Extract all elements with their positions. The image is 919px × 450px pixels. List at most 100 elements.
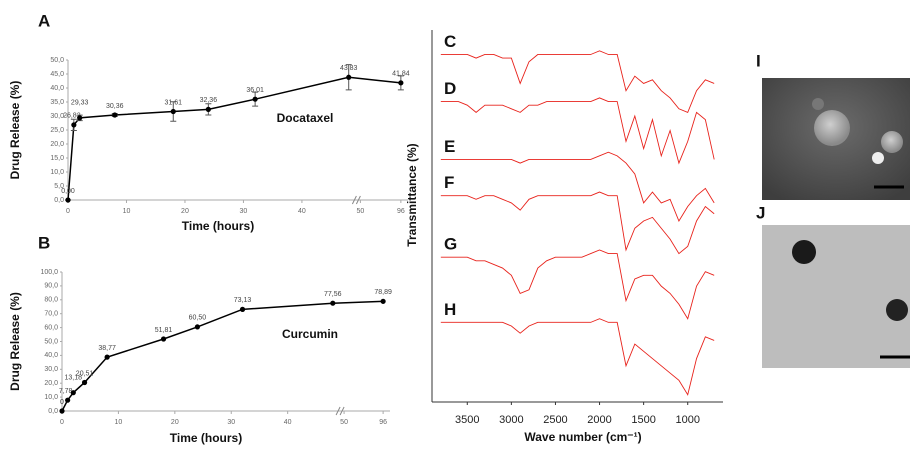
y-tick-label: 90,0: [44, 283, 58, 290]
x-axis-label: Time (hours): [170, 431, 242, 445]
data-label: 29,33: [71, 100, 89, 107]
data-label: 30,36: [106, 103, 124, 110]
x-tick-label: 96: [397, 208, 405, 215]
y-tick-label: 20,0: [44, 380, 58, 387]
image-label: J: [756, 203, 765, 222]
series-label: G: [444, 235, 457, 254]
y-tick-label: 25,0: [50, 127, 64, 134]
y-axis-label: Transmittance (%): [405, 143, 419, 246]
data-label: 36,01: [246, 87, 264, 94]
data-point: [330, 300, 336, 306]
data-label: 77,56: [324, 291, 342, 298]
data-point: [170, 108, 176, 115]
x-axis-label: Wave number (cm⁻¹): [524, 430, 641, 444]
data-label: 0,00: [61, 188, 75, 195]
y-tick-label: 100,0: [40, 269, 58, 276]
data-label: 41,84: [392, 71, 410, 78]
y-tick-label: 30,0: [44, 366, 58, 373]
x-tick-label: 2500: [543, 414, 567, 426]
data-point: [380, 298, 386, 304]
data-label: 0: [60, 399, 64, 406]
x-axis-label: Time (hours): [182, 219, 254, 233]
data-label: 43,83: [340, 65, 358, 72]
axis-break: [335, 406, 345, 416]
annotation: Docataxel: [277, 111, 334, 125]
data-point: [77, 115, 83, 121]
data-point: [194, 324, 200, 330]
spectrum-line: [440, 97, 715, 165]
spectrum-line: [440, 318, 715, 396]
x-tick-label: 1000: [675, 414, 699, 426]
y-tick-label: 15,0: [50, 155, 64, 162]
x-tick-label: 50: [340, 419, 348, 426]
spectrum-line: [440, 191, 715, 255]
data-label: 7,78: [59, 388, 73, 395]
data-label: 73,13: [234, 297, 252, 304]
x-tick-label: 2000: [587, 414, 611, 426]
series-label: C: [444, 32, 456, 51]
axis-break: [351, 195, 361, 205]
data-label: 78,89: [374, 289, 392, 296]
data-line: [67, 76, 401, 201]
data-point: [65, 397, 71, 403]
series-label: E: [444, 137, 455, 156]
x-tick-label: 50: [357, 208, 365, 215]
data-label: 20,51: [76, 370, 94, 377]
y-tick-label: 10,0: [50, 169, 64, 176]
data-point: [65, 197, 71, 203]
data-point: [104, 354, 110, 360]
series-label: D: [444, 79, 456, 98]
panel-label: B: [38, 233, 50, 252]
y-tick-label: 45,0: [50, 71, 64, 78]
y-tick-label: 40,0: [50, 85, 64, 92]
data-point: [239, 306, 246, 312]
y-tick-label: 50,0: [50, 57, 64, 64]
series-label: H: [444, 300, 456, 319]
y-tick-label: 60,0: [44, 324, 58, 331]
x-tick-label: 20: [181, 208, 189, 215]
data-label: 26,82: [63, 113, 81, 120]
data-point: [112, 112, 118, 118]
y-tick-label: 10,0: [44, 394, 58, 401]
image-j: J: [756, 203, 910, 368]
data-label: 32,36: [200, 97, 218, 104]
y-tick-label: 80,0: [44, 297, 58, 304]
y-tick-label: 70,0: [44, 311, 58, 318]
data-point: [71, 122, 77, 128]
y-tick-label: 0,0: [54, 197, 64, 204]
data-point: [252, 96, 258, 102]
y-tick-label: 40,0: [44, 352, 58, 359]
x-tick-label: 3000: [499, 414, 523, 426]
y-axis-label: Drug Release (%): [8, 292, 22, 391]
panel-label: A: [38, 11, 50, 30]
x-tick-label: 40: [298, 208, 306, 215]
data-point: [160, 336, 167, 342]
data-line: [61, 300, 384, 412]
data-label: 13,18: [65, 375, 83, 382]
x-tick-label: 40: [284, 419, 292, 426]
x-tick-label: 0: [66, 208, 70, 215]
y-tick-label: 50,0: [44, 338, 58, 345]
y-axis-label: Drug Release (%): [8, 81, 22, 180]
data-point: [398, 80, 404, 86]
data-point: [70, 390, 76, 396]
spectrum-line: [440, 151, 715, 222]
x-tick-label: 1500: [631, 414, 655, 426]
data-label: 51,81: [155, 327, 173, 334]
data-point: [59, 408, 65, 414]
x-tick-label: 3500: [455, 414, 479, 426]
x-tick-label: 20: [171, 419, 179, 426]
y-tick-label: 5,0: [54, 183, 64, 190]
image-i: I: [756, 51, 910, 200]
x-tick-label: 10: [123, 208, 131, 215]
series-label: F: [444, 173, 454, 192]
x-tick-label: 0: [60, 419, 64, 426]
image-label: I: [756, 51, 761, 70]
y-tick-label: 30,0: [50, 113, 64, 120]
spectrum-line: [440, 50, 715, 113]
x-tick-label: 96: [379, 419, 387, 426]
data-label: 31,61: [164, 99, 182, 106]
data-point: [205, 106, 211, 112]
x-tick-label: 30: [227, 419, 235, 426]
